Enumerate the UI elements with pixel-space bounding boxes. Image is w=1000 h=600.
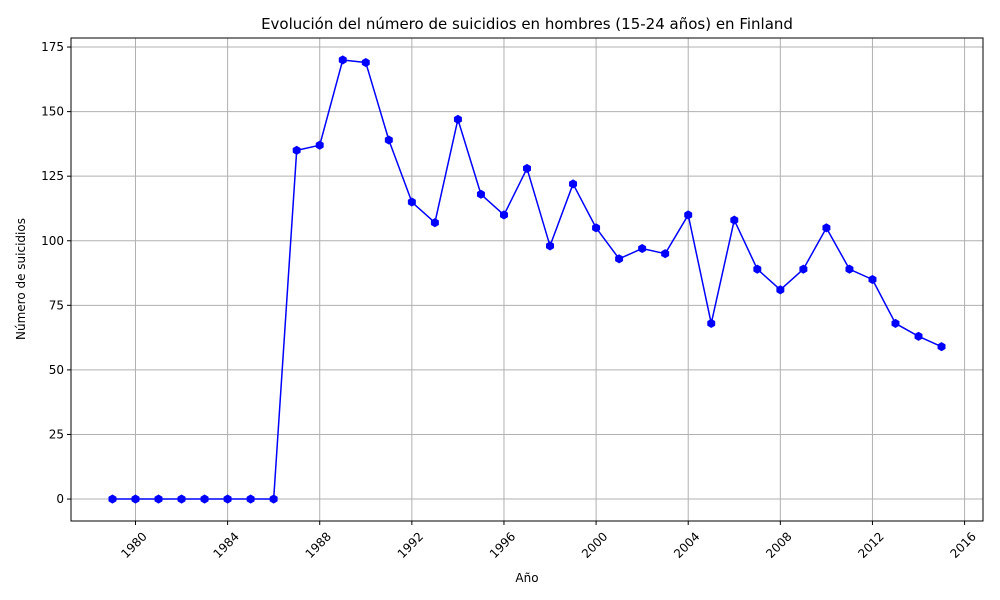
data-point: [154, 494, 163, 504]
chart-title: Evolución del número de suicidios en hom…: [261, 15, 793, 33]
y-tick-label: 175: [41, 40, 64, 54]
data-point: [269, 494, 278, 504]
data-point: [361, 57, 370, 68]
data-point: [615, 254, 624, 264]
data-point: [177, 494, 186, 504]
data-point: [799, 264, 808, 274]
data-point: [131, 494, 140, 504]
data-point: [868, 274, 877, 285]
data-point: [937, 342, 946, 352]
y-tick-label: 50: [49, 363, 64, 377]
data-point: [292, 145, 301, 155]
data-point: [845, 264, 854, 274]
data-point: [523, 163, 531, 174]
data-point: [546, 241, 554, 251]
data-point: [914, 331, 923, 341]
data-point: [430, 218, 439, 228]
series-layer: [108, 55, 946, 504]
data-point: [453, 114, 462, 124]
data-point: [476, 189, 485, 199]
data-point: [407, 197, 416, 207]
data-point: [661, 249, 670, 259]
y-axis: 0 25 50 75 100 125 150 175: [41, 40, 71, 506]
data-point: [384, 135, 393, 145]
data-point: [684, 210, 693, 220]
data-point: [569, 179, 578, 189]
data-point: [753, 264, 762, 274]
data-point: [891, 318, 900, 328]
y-tick-label: 100: [41, 234, 64, 248]
data-point: [730, 215, 739, 225]
data-point: [707, 318, 716, 328]
y-tick-label: 0: [56, 492, 64, 506]
x-axis-title: Año: [515, 571, 538, 585]
data-point: [246, 494, 255, 504]
data-point: [500, 210, 508, 220]
data-point: [315, 140, 324, 150]
y-tick-label: 75: [49, 298, 64, 312]
data-point: [200, 494, 209, 504]
y-tick-label: 150: [41, 105, 64, 119]
data-point: [108, 494, 117, 504]
plot-frame: [70, 37, 984, 522]
data-point: [776, 285, 785, 295]
y-tick-label: 125: [41, 169, 64, 183]
y-tick-label: 25: [49, 427, 64, 441]
data-point: [592, 223, 601, 233]
y-axis-title: Número de suicidios: [14, 218, 28, 340]
data-point: [223, 494, 232, 504]
data-point: [822, 223, 831, 233]
data-point: [338, 55, 347, 65]
data-point: [638, 243, 647, 254]
